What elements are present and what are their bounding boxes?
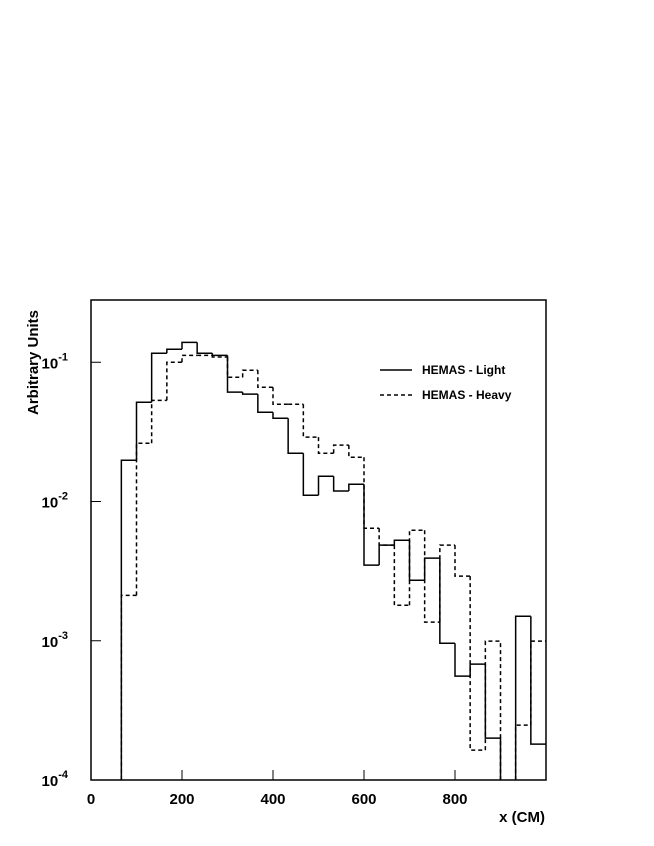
histogram-bin	[332, 476, 349, 492]
histogram-bin	[484, 664, 502, 780]
x-axis-label: x (CM)	[499, 809, 545, 826]
histogram-bin	[332, 444, 349, 454]
histogram-bin	[363, 484, 380, 566]
histogram-bin	[514, 615, 531, 780]
histogram-bin	[302, 404, 319, 438]
histogram-bin	[469, 663, 486, 677]
x-tick-label: 400	[260, 791, 285, 808]
histogram-bin	[272, 387, 289, 406]
histogram-bin	[166, 361, 182, 401]
histogram-bin	[196, 342, 213, 355]
y-tick-exponent: -1	[58, 351, 68, 363]
histogram-bin	[302, 453, 319, 496]
histogram-bin	[272, 412, 289, 420]
x-tick-label: 200	[169, 791, 194, 808]
legend-label: HEMAS - Heavy	[422, 388, 512, 402]
y-tick-base: 10	[42, 773, 59, 790]
histogram-bin	[226, 355, 243, 393]
y-tick-base: 10	[42, 495, 59, 512]
histogram-bin	[454, 643, 471, 677]
histogram-bin	[257, 370, 273, 388]
histogram-bin	[150, 399, 167, 444]
histogram-bin	[484, 640, 502, 780]
histogram-bin	[439, 558, 455, 644]
histogram-bin	[530, 640, 546, 726]
y-tick-base: 10	[42, 355, 59, 372]
histogram-bin	[241, 392, 258, 395]
histogram-bin	[423, 557, 440, 581]
y-tick-base: 10	[42, 634, 59, 651]
histogram-bin	[241, 369, 258, 378]
histogram-bin	[166, 348, 182, 354]
x-tick-label: 0	[87, 791, 95, 808]
y-tick-label: 10-2	[42, 491, 68, 512]
y-tick-label: 10-4	[42, 769, 69, 790]
histogram-bin	[378, 544, 395, 566]
histogram-bin	[363, 457, 380, 529]
histogram-bin	[454, 545, 471, 577]
y-tick-exponent: -2	[58, 491, 68, 503]
histogram-bin	[514, 724, 531, 780]
y-tick-label: 10-3	[42, 630, 68, 651]
histogram-bin	[135, 442, 152, 596]
histogram-bin	[211, 355, 228, 358]
x-tick-label: 800	[442, 791, 467, 808]
histogram-bin	[120, 594, 137, 780]
histogram-bin	[393, 539, 410, 546]
histogram-bin	[469, 576, 486, 751]
histogram-bin	[317, 475, 334, 496]
y-axis-label: Arbitrary Units	[25, 310, 42, 415]
x-tick-label: 600	[351, 791, 376, 808]
plot-frame	[90, 299, 547, 781]
histogram-bin	[378, 528, 395, 546]
histogram-bin	[317, 437, 334, 455]
histogram-bin	[408, 529, 425, 606]
histogram-bin	[181, 341, 198, 350]
histogram-bin	[287, 418, 304, 455]
histogram-bin	[150, 352, 167, 403]
histogram-bin	[530, 616, 546, 745]
y-tick-exponent: -4	[58, 769, 69, 781]
y-tick-label: 10-1	[42, 351, 68, 372]
histogram-bin	[348, 483, 364, 491]
histogram-bin	[226, 357, 243, 379]
histogram-bin	[135, 401, 152, 461]
histogram-bin	[211, 353, 228, 357]
histogram-bin	[408, 540, 425, 581]
legend-label: HEMAS - Light	[422, 363, 505, 377]
histogram-bin	[257, 394, 273, 413]
y-tick-exponent: -3	[58, 630, 68, 642]
histogram-bin	[393, 545, 410, 606]
histogram-bin	[439, 544, 455, 623]
histogram-bin	[423, 530, 440, 623]
histogram-bin	[181, 354, 198, 363]
histogram-bin	[120, 459, 137, 780]
histogram-bin	[348, 445, 364, 458]
